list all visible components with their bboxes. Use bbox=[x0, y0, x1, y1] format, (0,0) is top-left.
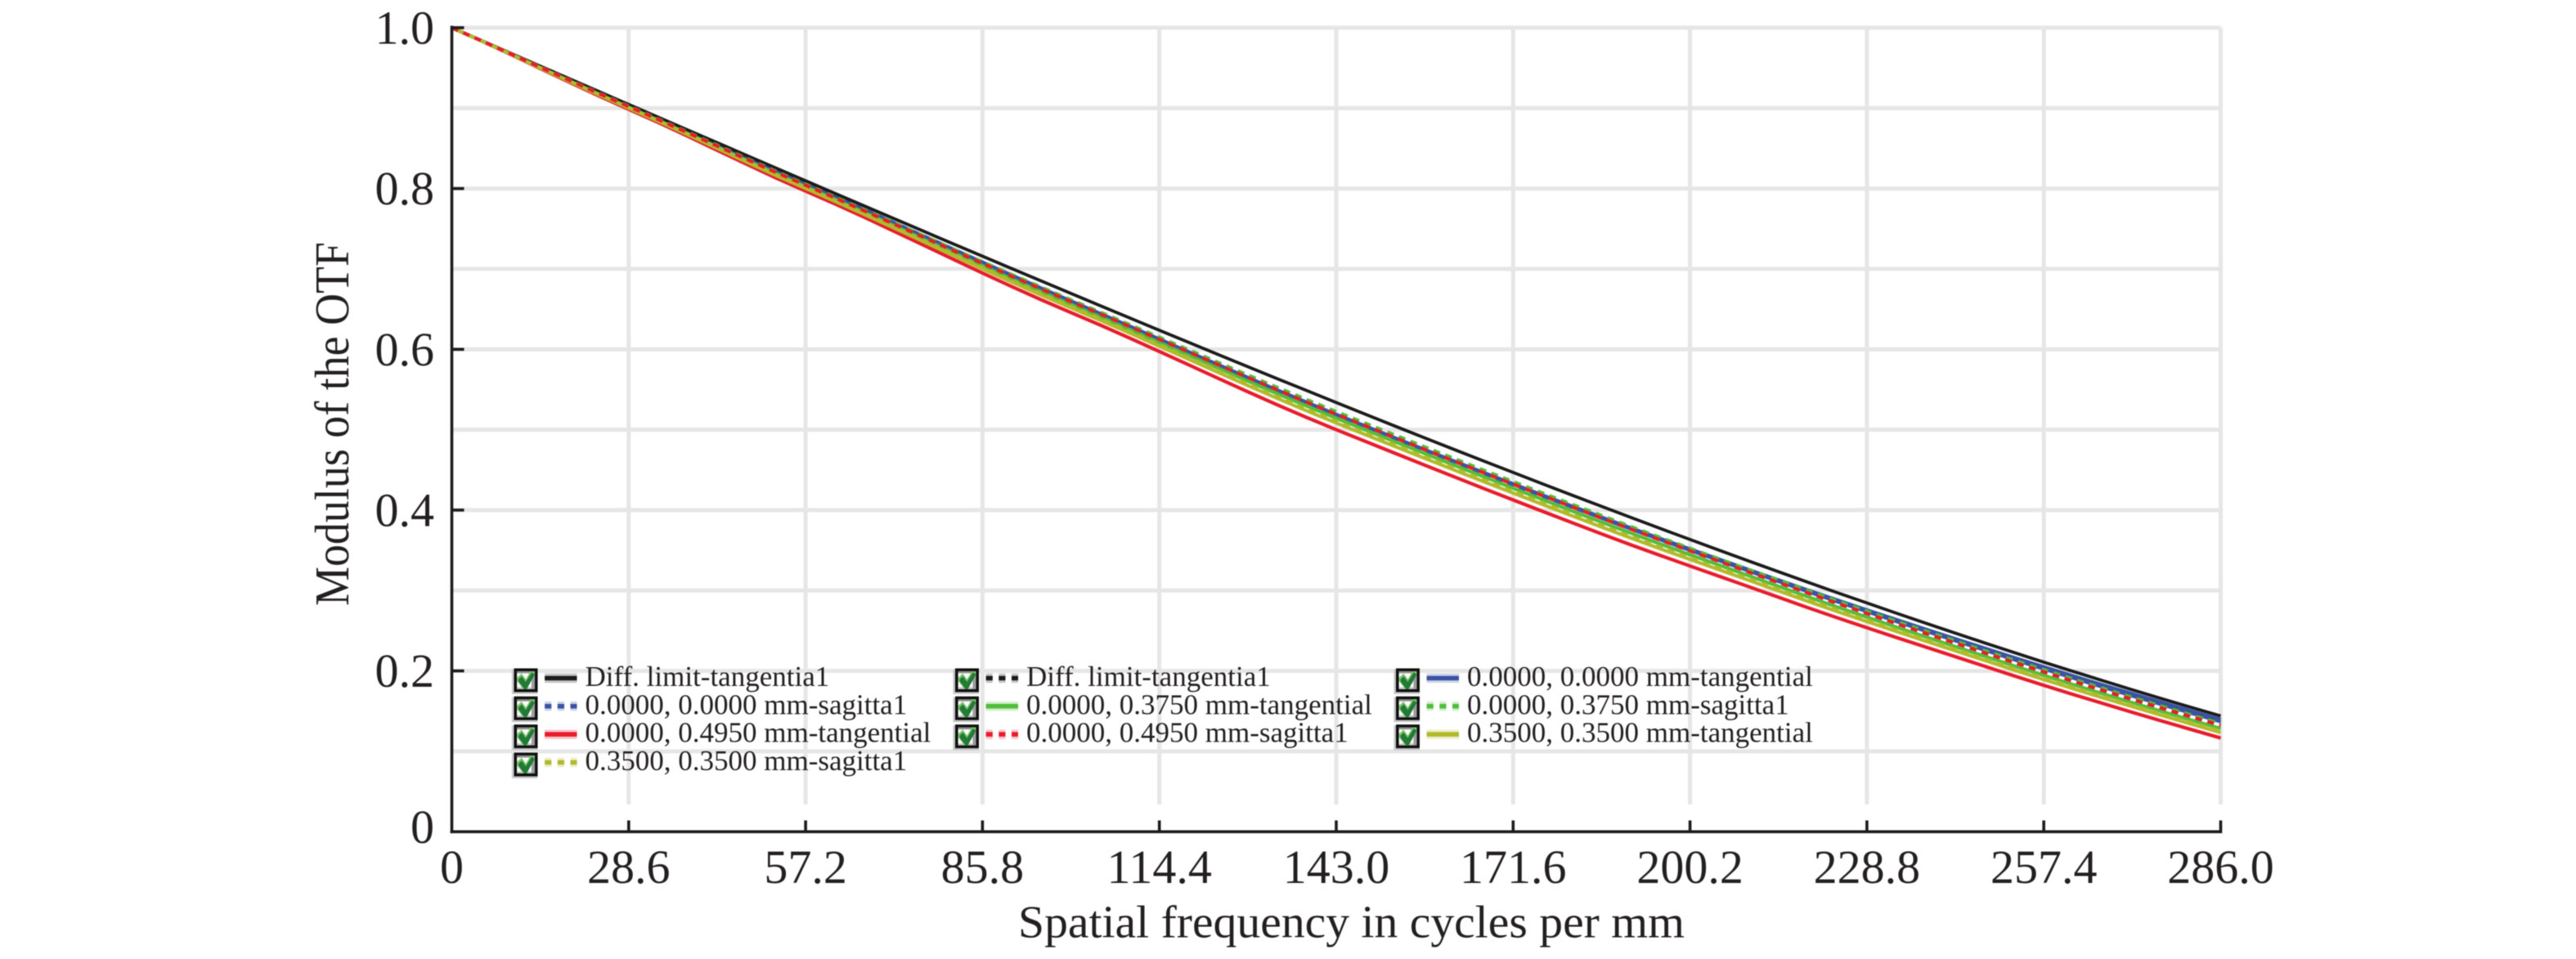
svg-text:0.8: 0.8 bbox=[375, 162, 435, 215]
svg-text:Modulus of the OTF: Modulus of the OTF bbox=[305, 242, 359, 606]
svg-text:200.2: 200.2 bbox=[1636, 840, 1744, 894]
svg-text:0.4: 0.4 bbox=[375, 483, 435, 536]
svg-text:0.0000, 0.0000 mm-sagitta1: 0.0000, 0.0000 mm-sagitta1 bbox=[586, 688, 908, 720]
svg-text:57.2: 57.2 bbox=[764, 840, 847, 894]
svg-text:171.6: 171.6 bbox=[1460, 840, 1567, 894]
svg-text:0.6: 0.6 bbox=[375, 323, 435, 376]
svg-text:85.8: 85.8 bbox=[941, 840, 1025, 894]
svg-text:0: 0 bbox=[440, 840, 464, 894]
svg-text:228.8: 228.8 bbox=[1814, 840, 1921, 894]
svg-text:0.0000, 0.4950 mm-tangential: 0.0000, 0.4950 mm-tangential bbox=[586, 717, 931, 749]
svg-text:0.0000, 0.3750 mm-tangential: 0.0000, 0.3750 mm-tangential bbox=[1026, 688, 1372, 720]
svg-text:0.2: 0.2 bbox=[375, 644, 435, 697]
svg-text:Spatial frequency in cycles pe: Spatial frequency in cycles per mm bbox=[1018, 898, 1685, 948]
svg-text:0.0000, 0.4950 mm-sagitta1: 0.0000, 0.4950 mm-sagitta1 bbox=[1026, 717, 1349, 749]
svg-text:Diff. limit-tangentia1: Diff. limit-tangentia1 bbox=[1026, 661, 1271, 692]
svg-text:286.0: 286.0 bbox=[2167, 840, 2274, 894]
svg-text:0.3500, 0.3500 mm-sagitta1: 0.3500, 0.3500 mm-sagitta1 bbox=[586, 745, 908, 777]
svg-text:0.3500, 0.3500 mm-tangential: 0.3500, 0.3500 mm-tangential bbox=[1467, 717, 1813, 749]
svg-text:1.0: 1.0 bbox=[375, 1, 435, 54]
svg-text:257.4: 257.4 bbox=[1990, 840, 2098, 894]
svg-text:0: 0 bbox=[411, 800, 434, 854]
svg-text:114.4: 114.4 bbox=[1107, 840, 1212, 894]
svg-text:0.0000, 0.3750 mm-sagitta1: 0.0000, 0.3750 mm-sagitta1 bbox=[1467, 688, 1789, 720]
svg-text:0.0000, 0.0000 mm-tangential: 0.0000, 0.0000 mm-tangential bbox=[1467, 661, 1813, 692]
svg-text:Diff. limit-tangentia1: Diff. limit-tangentia1 bbox=[586, 661, 830, 692]
svg-text:28.6: 28.6 bbox=[587, 840, 671, 894]
svg-text:143.0: 143.0 bbox=[1283, 840, 1390, 894]
